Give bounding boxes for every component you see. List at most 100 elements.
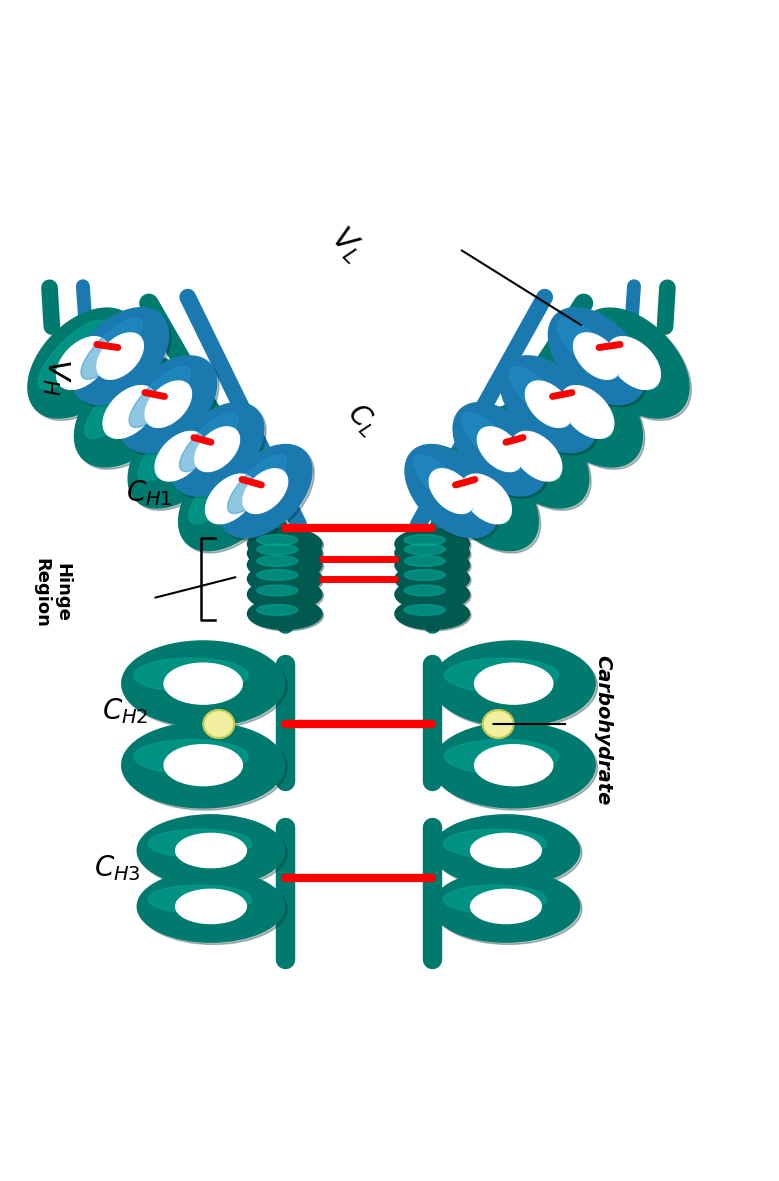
- Ellipse shape: [443, 829, 547, 857]
- Ellipse shape: [248, 563, 322, 594]
- Ellipse shape: [72, 308, 168, 404]
- Ellipse shape: [435, 725, 597, 810]
- Ellipse shape: [179, 413, 238, 471]
- Ellipse shape: [249, 550, 323, 582]
- Ellipse shape: [129, 366, 190, 428]
- Text: $C_{H2}$: $C_{H2}$: [102, 696, 149, 725]
- Ellipse shape: [164, 745, 242, 785]
- Ellipse shape: [75, 357, 185, 466]
- Ellipse shape: [137, 815, 284, 886]
- Ellipse shape: [395, 579, 470, 609]
- Ellipse shape: [122, 358, 219, 455]
- Ellipse shape: [429, 469, 474, 514]
- Text: $C_{H1}$: $C_{H1}$: [125, 478, 172, 508]
- Ellipse shape: [443, 885, 547, 914]
- Ellipse shape: [435, 644, 597, 729]
- Ellipse shape: [85, 370, 154, 438]
- Ellipse shape: [405, 444, 499, 537]
- Ellipse shape: [248, 549, 322, 580]
- Ellipse shape: [500, 355, 597, 452]
- Ellipse shape: [148, 885, 252, 914]
- Ellipse shape: [404, 569, 446, 580]
- Ellipse shape: [195, 426, 240, 471]
- Ellipse shape: [435, 817, 582, 888]
- Ellipse shape: [456, 405, 548, 498]
- Ellipse shape: [178, 448, 282, 550]
- Ellipse shape: [608, 337, 661, 390]
- Ellipse shape: [128, 404, 231, 508]
- Ellipse shape: [219, 444, 312, 537]
- Ellipse shape: [134, 739, 248, 774]
- Ellipse shape: [139, 873, 287, 945]
- Ellipse shape: [471, 834, 541, 868]
- Ellipse shape: [474, 664, 553, 704]
- Ellipse shape: [573, 333, 620, 379]
- Ellipse shape: [543, 370, 612, 438]
- Text: $C_L$: $C_L$: [341, 398, 384, 442]
- Ellipse shape: [257, 555, 298, 567]
- Ellipse shape: [189, 458, 254, 524]
- Ellipse shape: [173, 405, 266, 498]
- Ellipse shape: [488, 406, 591, 510]
- Ellipse shape: [404, 555, 446, 567]
- Ellipse shape: [485, 404, 589, 508]
- Ellipse shape: [414, 455, 473, 514]
- Ellipse shape: [533, 357, 643, 466]
- Ellipse shape: [535, 359, 645, 469]
- Ellipse shape: [397, 540, 471, 570]
- Ellipse shape: [404, 605, 446, 615]
- Ellipse shape: [444, 739, 559, 774]
- Ellipse shape: [404, 585, 446, 596]
- Ellipse shape: [248, 528, 322, 560]
- Ellipse shape: [97, 333, 143, 379]
- Text: Hinge
Region: Hinge Region: [33, 557, 71, 628]
- Ellipse shape: [257, 585, 298, 596]
- Ellipse shape: [227, 455, 287, 514]
- Ellipse shape: [437, 450, 541, 553]
- Ellipse shape: [509, 366, 570, 428]
- Ellipse shape: [432, 723, 595, 808]
- Ellipse shape: [137, 870, 284, 942]
- Ellipse shape: [397, 565, 471, 596]
- Ellipse shape: [257, 569, 298, 580]
- Ellipse shape: [181, 450, 284, 553]
- Ellipse shape: [139, 817, 287, 888]
- Ellipse shape: [397, 580, 471, 612]
- Ellipse shape: [171, 403, 264, 496]
- Ellipse shape: [395, 563, 470, 594]
- Ellipse shape: [30, 311, 140, 420]
- Ellipse shape: [432, 641, 595, 726]
- Ellipse shape: [397, 530, 471, 561]
- Ellipse shape: [38, 320, 108, 390]
- Ellipse shape: [435, 873, 582, 945]
- Text: $V_L$: $V_L$: [324, 222, 370, 268]
- Ellipse shape: [81, 319, 142, 379]
- Ellipse shape: [432, 815, 580, 886]
- Ellipse shape: [445, 458, 509, 524]
- Ellipse shape: [395, 537, 470, 569]
- Ellipse shape: [432, 870, 580, 942]
- Text: $C_{H3}$: $C_{H3}$: [94, 853, 141, 882]
- Ellipse shape: [404, 535, 446, 546]
- Ellipse shape: [77, 359, 187, 469]
- Ellipse shape: [124, 644, 287, 729]
- Ellipse shape: [155, 431, 205, 481]
- Ellipse shape: [558, 319, 619, 379]
- Ellipse shape: [478, 426, 522, 471]
- Ellipse shape: [124, 725, 287, 810]
- Ellipse shape: [444, 658, 559, 692]
- Ellipse shape: [28, 308, 138, 418]
- Ellipse shape: [103, 385, 156, 438]
- Ellipse shape: [561, 385, 614, 438]
- Ellipse shape: [257, 544, 298, 555]
- Ellipse shape: [248, 537, 322, 569]
- Ellipse shape: [435, 448, 538, 550]
- Ellipse shape: [471, 889, 541, 924]
- Ellipse shape: [175, 889, 246, 924]
- Ellipse shape: [221, 446, 314, 540]
- Ellipse shape: [257, 535, 298, 546]
- Ellipse shape: [404, 544, 446, 555]
- Ellipse shape: [57, 337, 109, 390]
- Ellipse shape: [502, 358, 599, 455]
- Ellipse shape: [495, 416, 560, 481]
